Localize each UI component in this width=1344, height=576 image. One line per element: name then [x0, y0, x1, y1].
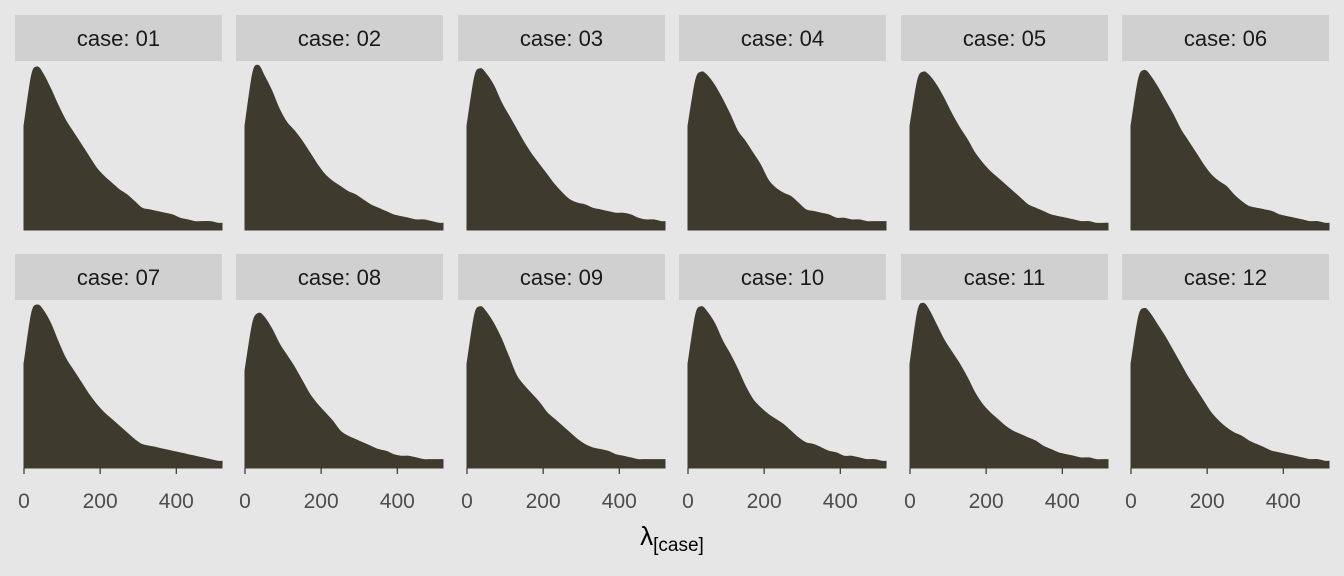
facet-panel: case: 02 [236, 15, 444, 231]
density-area [23, 66, 223, 231]
x-tick-label: 200 [1190, 490, 1225, 513]
x-tick-label: 200 [969, 490, 1004, 513]
density-area [23, 304, 223, 469]
facet-strip [236, 254, 443, 300]
facet-strip-label: case: 04 [741, 26, 824, 51]
density-area [909, 302, 1109, 469]
facet-strip-label: case: 08 [298, 265, 381, 290]
facet-strip [901, 254, 1108, 300]
facet-strip [15, 254, 222, 300]
density-area [687, 71, 887, 231]
x-tick-label: 400 [1266, 490, 1301, 513]
facet-strip-label: case: 07 [77, 265, 160, 290]
facet-strip-label: case: 03 [520, 26, 603, 51]
facet-strip-label: case: 09 [520, 265, 603, 290]
facet-panel: case: 11 0 200 400 [901, 254, 1109, 513]
density-area [1130, 307, 1330, 469]
facet-strip-label: case: 06 [1184, 26, 1267, 51]
facet-strip-label: case: 11 [964, 265, 1046, 290]
x-tick-label: 0 [18, 490, 30, 513]
density-area [244, 312, 444, 469]
facet-strip-label: case: 12 [1184, 265, 1267, 290]
x-tick-label: 0 [904, 490, 916, 513]
x-tick-label: 400 [823, 490, 858, 513]
x-tick-label: 400 [159, 490, 194, 513]
facet-panel: case: 12 0 200 400 [1122, 254, 1330, 513]
facet-panel: case: 05 [901, 15, 1109, 231]
x-tick-label: 400 [1045, 490, 1080, 513]
density-area [466, 68, 666, 231]
facet-panel: case: 09 0 200 400 [458, 254, 666, 513]
facet-panel: case: 06 [1122, 15, 1330, 231]
facet-strip [901, 15, 1108, 61]
facet-strip [15, 15, 222, 61]
x-axis-title: λ[case] [640, 521, 704, 556]
facet-panel: case: 07 0 200 400 [15, 254, 223, 513]
density-area [909, 71, 1109, 231]
facet-panel: case: 04 [679, 15, 887, 231]
x-tick-label: 0 [239, 490, 251, 513]
facet-panel: case: 01 [15, 15, 223, 231]
x-tick-label: 400 [602, 490, 637, 513]
x-tick-label: 0 [682, 490, 694, 513]
facet-strip [1122, 15, 1329, 61]
x-tick-label: 200 [526, 490, 561, 513]
x-tick-label: 0 [1125, 490, 1137, 513]
density-area [687, 306, 887, 469]
facet-strip [679, 15, 886, 61]
facet-strip-label: case: 10 [741, 265, 824, 290]
density-area [1130, 69, 1330, 231]
density-area [466, 306, 666, 469]
x-tick-label: 400 [380, 490, 415, 513]
facet-strip-label: case: 05 [963, 26, 1046, 51]
facet-panel: case: 03 [458, 15, 666, 231]
x-tick-label: 0 [461, 490, 473, 513]
facet-strip [236, 15, 443, 61]
facet-strip-label: case: 01 [77, 26, 160, 51]
facet-panel: case: 08 0 200 400 [236, 254, 444, 513]
density-area [244, 64, 444, 231]
facet-strip [1122, 254, 1329, 300]
x-axis-title-main: λ [640, 521, 653, 551]
facet-strip-label: case: 02 [298, 26, 381, 51]
facet-panel: case: 10 0 200 400 [679, 254, 887, 513]
facet-strip [458, 254, 665, 300]
facet-strip [458, 15, 665, 61]
facet-strip [679, 254, 886, 300]
facet-panels: case: 01 case: 02 case: 03 case: 04 case: 05… [15, 15, 1330, 513]
x-tick-label: 200 [83, 490, 118, 513]
x-axis-title-subscript: [case] [653, 535, 704, 556]
x-tick-label: 200 [304, 490, 339, 513]
x-tick-label: 200 [747, 490, 782, 513]
